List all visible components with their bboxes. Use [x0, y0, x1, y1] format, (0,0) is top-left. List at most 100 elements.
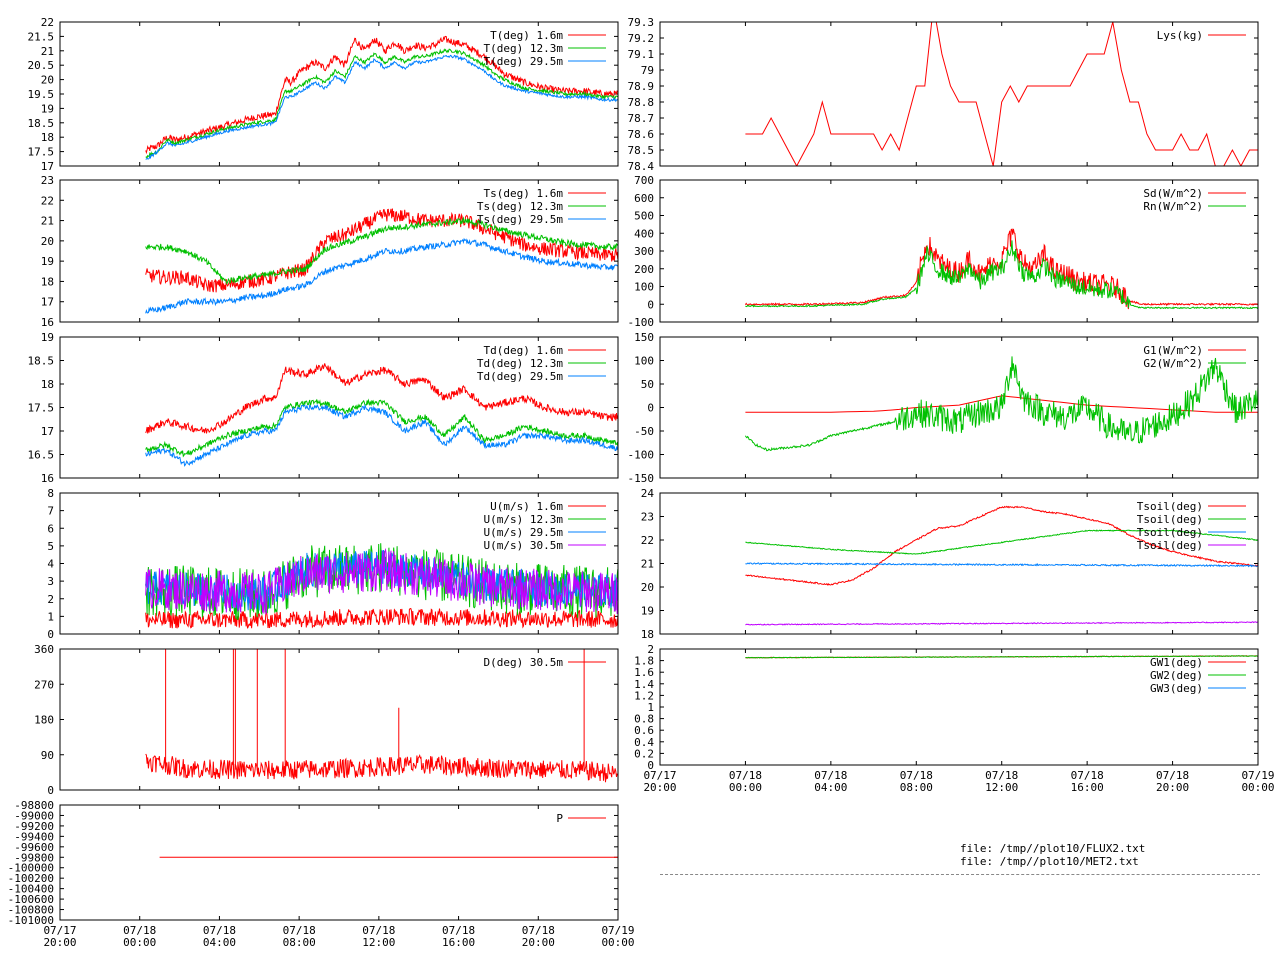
- plot-frame: [659, 336, 1259, 479]
- y-tick-label: 79.3: [628, 16, 655, 29]
- x-tick-label: 07/18: [814, 769, 847, 782]
- x-tick-label: 07/18: [362, 924, 395, 937]
- y-tick-label: 21: [41, 45, 54, 58]
- y-tick-label: 90: [41, 749, 54, 762]
- plot-frame: [659, 648, 1259, 766]
- legend-label: Tsoil(deg): [1137, 526, 1203, 539]
- file-note-met: file: /tmp//plot10/MET2.txt: [960, 855, 1139, 868]
- y-tick-label: -50: [634, 425, 654, 438]
- x-tick-label: 12:00: [985, 781, 1018, 794]
- y-tick-label: 22: [41, 16, 54, 29]
- y-tick-label: 16: [41, 472, 54, 485]
- y-tick-label: 0: [647, 402, 654, 415]
- y-tick-label: 5: [47, 540, 54, 553]
- y-tick-label: 4: [47, 558, 54, 571]
- x-tick-label: 07/18: [1156, 769, 1189, 782]
- legend-label: Td(deg) 12.3m: [477, 357, 563, 370]
- y-tick-label: 22: [641, 534, 654, 547]
- legend-label: Rn(W/m^2): [1143, 200, 1203, 213]
- y-tick-label: 7: [47, 505, 54, 518]
- legend-label: Tsoil(deg): [1137, 539, 1203, 552]
- y-tick-label: 270: [34, 678, 54, 691]
- x-tick-label: 16:00: [1071, 781, 1104, 794]
- series-line: [745, 655, 1258, 659]
- x-tick-label: 20:00: [1156, 781, 1189, 794]
- y-tick-label: 100: [634, 355, 654, 368]
- x-tick-label: 20:00: [522, 936, 555, 949]
- plot-frame: [659, 179, 1259, 323]
- y-tick-label: 2: [647, 643, 654, 656]
- chart-panel-4: 0 90 180 270 360 D(deg) 30.5m: [34, 643, 619, 797]
- y-tick-label: 17.5: [28, 402, 55, 415]
- x-tick-label: 04:00: [814, 781, 847, 794]
- y-tick-label: 22: [41, 194, 54, 207]
- x-tick-label: 08:00: [900, 781, 933, 794]
- x-tick-label: 07/18: [900, 769, 933, 782]
- legend-label: T(deg) 1.6m: [490, 29, 563, 42]
- x-tick-label: 20:00: [43, 936, 76, 949]
- x-tick-label: 07/17: [43, 924, 76, 937]
- y-tick-label: -100800: [8, 904, 54, 917]
- x-tick-label: 04:00: [203, 936, 236, 949]
- chart-panel-5: -101000-100800-100600-100400-100200-1000…: [8, 799, 635, 949]
- x-tick-label: 07/19: [1241, 769, 1274, 782]
- y-tick-label: 19: [41, 102, 54, 115]
- y-tick-label: -99200: [14, 820, 54, 833]
- y-tick-label: 400: [634, 227, 654, 240]
- plot-frame: [59, 648, 619, 791]
- chart-panel-6: 78.4 78.5 78.6 78.7 78.8 78.9 79 79.1 79.2 79.3 Ly…: [628, 16, 1259, 173]
- x-tick-label: 00:00: [1241, 781, 1274, 794]
- legend-label: U(m/s) 1.6m: [490, 500, 563, 513]
- series-line: [145, 208, 618, 293]
- y-tick-label: 18: [41, 131, 54, 144]
- x-tick-label: 07/18: [1071, 769, 1104, 782]
- legend-label: GW1(deg): [1150, 656, 1203, 669]
- plot-frame: [59, 179, 619, 323]
- y-tick-label: -99800: [14, 851, 54, 864]
- plot-frame: [59, 21, 619, 167]
- y-tick-label: 600: [634, 192, 654, 205]
- y-tick-label: 18: [641, 628, 654, 641]
- y-tick-label: 78.7: [628, 112, 655, 125]
- series-line: [745, 22, 1258, 166]
- y-tick-label: -100400: [8, 883, 54, 896]
- y-tick-label: 21: [41, 215, 54, 228]
- plot-frame: [659, 21, 1259, 167]
- y-tick-label: 180: [34, 714, 54, 727]
- series-line: [145, 753, 618, 783]
- y-tick-label: 20.5: [28, 59, 55, 72]
- x-tick-label: 07/18: [203, 924, 236, 937]
- x-tick-label: 07/17: [643, 769, 676, 782]
- legend-label: G1(W/m^2): [1143, 344, 1203, 357]
- x-tick-label: 12:00: [362, 936, 395, 949]
- y-tick-label: 18: [41, 378, 54, 391]
- y-tick-label: 0: [647, 759, 654, 772]
- y-tick-label: 16: [41, 316, 54, 329]
- legend-label: T(deg) 29.5m: [484, 55, 564, 68]
- y-tick-label: 360: [34, 643, 54, 656]
- legend-label: G2(W/m^2): [1143, 357, 1203, 370]
- y-tick-label: 19: [641, 605, 654, 618]
- series-line: [145, 237, 618, 314]
- legend-label: U(m/s) 29.5m: [484, 526, 564, 539]
- plot-frame: [59, 336, 619, 479]
- file-note-flux: file: /tmp//plot10/FLUX2.txt: [960, 842, 1146, 855]
- y-tick-label: 700: [634, 174, 654, 187]
- series-line: [145, 607, 618, 629]
- legend-label: Tsoil(deg): [1137, 513, 1203, 526]
- y-tick-label: 20: [41, 235, 54, 248]
- x-tick-label: 00:00: [601, 936, 634, 949]
- y-tick-label: 17: [41, 296, 54, 309]
- legend-label: GW2(deg): [1150, 669, 1203, 682]
- x-tick-label: 16:00: [442, 936, 475, 949]
- plot-area: [145, 649, 618, 783]
- series-line: [145, 35, 618, 155]
- y-tick-label: -98800: [14, 799, 54, 812]
- plot-area: [745, 505, 1258, 626]
- y-tick-label: 6: [47, 522, 54, 535]
- y-tick-label: -99400: [14, 830, 54, 843]
- y-tick-label: 0.4: [634, 736, 654, 749]
- y-tick-label: 16.5: [28, 449, 55, 462]
